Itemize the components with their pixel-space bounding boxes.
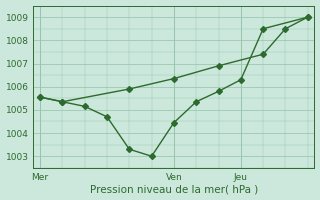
X-axis label: Pression niveau de la mer( hPa ): Pression niveau de la mer( hPa ) [90, 184, 258, 194]
